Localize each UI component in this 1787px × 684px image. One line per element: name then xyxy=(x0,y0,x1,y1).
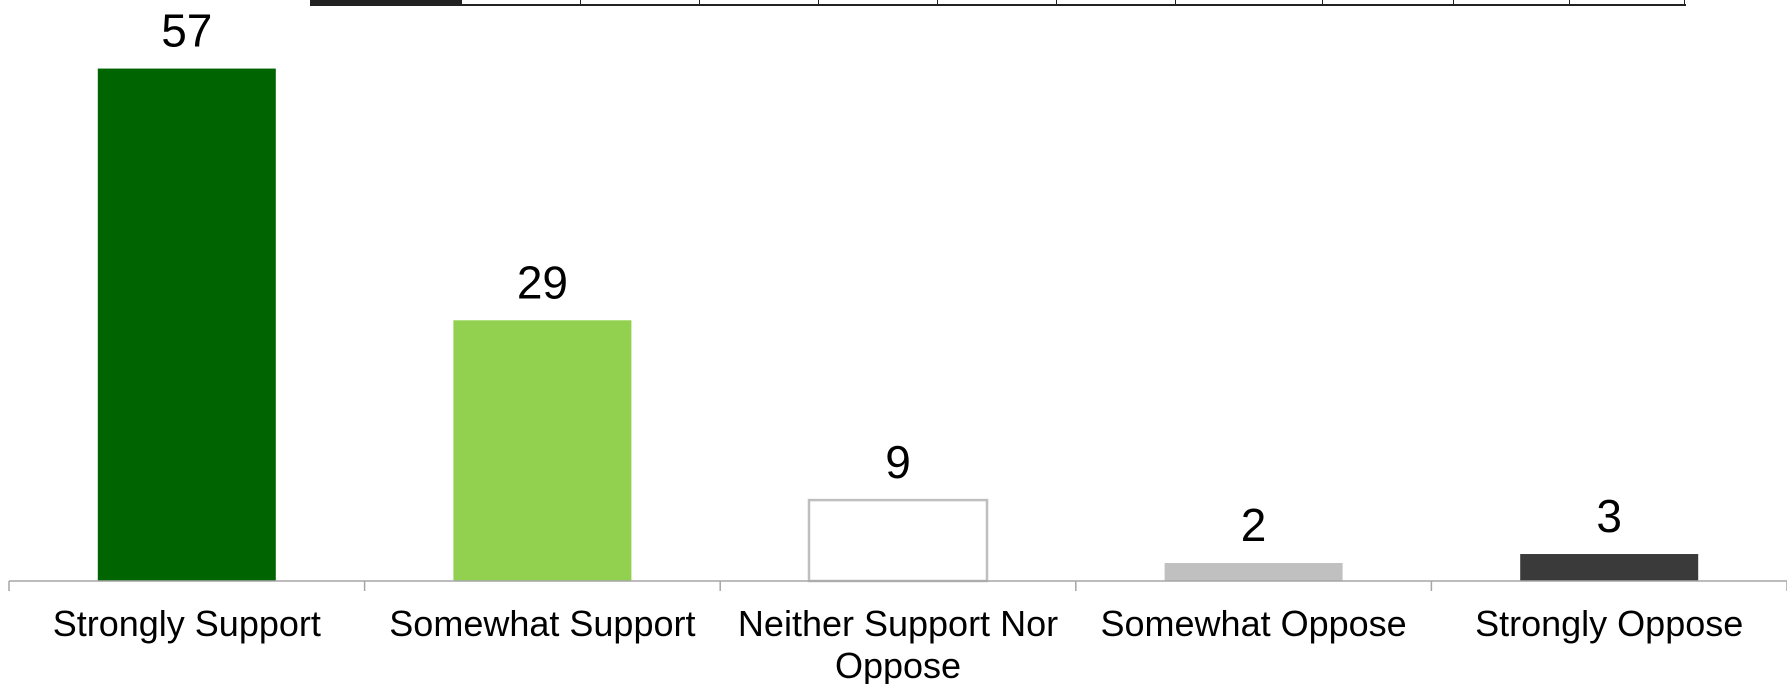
value-label-somewhat-oppose: 2 xyxy=(1241,499,1267,551)
table-cell xyxy=(1057,0,1176,4)
bar-strongly-support xyxy=(97,68,276,581)
table-cell xyxy=(1570,0,1685,4)
table-cell xyxy=(462,0,581,4)
table-cell xyxy=(581,0,700,4)
value-label-strongly-support: 57 xyxy=(161,5,212,57)
table-cell xyxy=(700,0,819,4)
table-cell xyxy=(310,0,462,4)
table-cell xyxy=(938,0,1057,4)
category-label-somewhat-support: Somewhat Support xyxy=(389,603,695,644)
bar-somewhat-oppose xyxy=(1164,563,1343,581)
category-label-somewhat-oppose: Somewhat Oppose xyxy=(1101,603,1407,644)
category-label-strongly-oppose: Strongly Oppose xyxy=(1475,603,1743,644)
table-cell xyxy=(1323,0,1454,4)
category-label-neither-support-nor-oppose: Neither Support Nor Oppose xyxy=(738,603,1058,684)
bar-somewhat-support xyxy=(453,320,632,581)
table-cell xyxy=(819,0,938,4)
bar-strongly-oppose xyxy=(1520,554,1699,581)
value-labels-group: 57 29 9 2 3 xyxy=(161,5,1622,551)
bar-neither-support-nor-oppose xyxy=(807,498,989,583)
top-table-strip xyxy=(310,0,1686,6)
value-label-neither-support-nor-oppose: 9 xyxy=(885,436,911,488)
bars-group xyxy=(97,68,1699,583)
x-ticks-group xyxy=(8,581,1787,591)
table-cell xyxy=(1176,0,1323,4)
value-label-strongly-oppose: 3 xyxy=(1596,490,1622,542)
table-cell xyxy=(1454,0,1570,4)
category-label-strongly-support: Strongly Support xyxy=(53,603,321,644)
category-labels-group: Strongly Support Somewhat Support Neither … xyxy=(53,603,1744,684)
value-label-somewhat-support: 29 xyxy=(517,256,568,308)
